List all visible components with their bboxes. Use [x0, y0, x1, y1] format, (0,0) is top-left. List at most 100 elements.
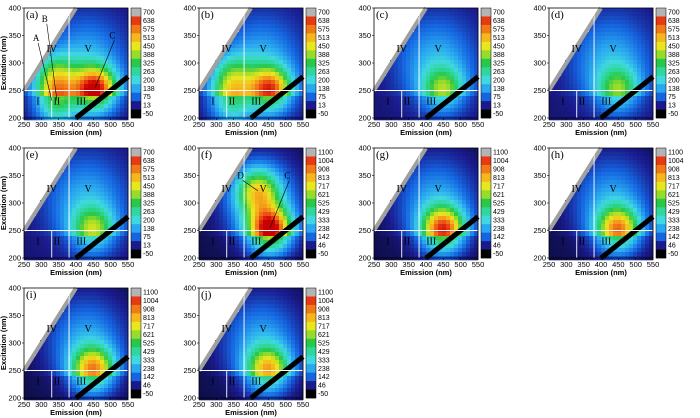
heatmap-cell: [442, 212, 446, 216]
heatmap-cell: [581, 80, 585, 84]
heatmap-cell: [621, 84, 625, 88]
heatmap-cell: [597, 180, 601, 184]
heatmap-cell: [112, 192, 116, 196]
heatmap-cell: [589, 76, 593, 80]
heatmap-cell: [92, 68, 96, 72]
x-tick-label: 300: [35, 260, 48, 269]
heatmap-cell: [446, 232, 450, 236]
heatmap-cell: [44, 100, 48, 104]
x-tick-label: 550: [297, 260, 310, 269]
heatmap-cell: [116, 164, 120, 168]
colorbar-label: -50: [493, 251, 503, 258]
heatmap-cell: [100, 84, 104, 88]
heatmap-cell: [466, 204, 470, 208]
heatmap-cell: [458, 64, 462, 68]
heatmap-cell: [215, 72, 219, 76]
heatmap-cell: [271, 12, 275, 16]
heatmap-cell: [44, 216, 48, 220]
heatmap-cell: [60, 204, 64, 208]
heatmap-cell: [92, 108, 96, 112]
heatmap-cell: [267, 156, 271, 160]
heatmap-cell: [410, 192, 414, 196]
heatmap-cell: [430, 16, 434, 20]
heatmap-cell: [112, 252, 116, 256]
heatmap-cell: [601, 36, 605, 40]
heatmap-cell: [430, 24, 434, 28]
heatmap-cell: [76, 56, 80, 60]
colorbar-label: -50: [318, 111, 328, 118]
heatmap-cell: [76, 28, 80, 32]
heatmap-cell: [402, 200, 406, 204]
heatmap-cell: [581, 76, 585, 80]
heatmap-cell: [104, 40, 108, 44]
heatmap-cell: [287, 212, 291, 216]
heatmap-cell: [259, 32, 263, 36]
heatmap-cell: [64, 176, 68, 180]
heatmap-cell: [271, 20, 275, 24]
heatmap-cell: [637, 16, 641, 20]
panel-label: (d): [551, 9, 564, 21]
heatmap-cell: [462, 12, 466, 16]
x-axis-title: Emission (nm): [50, 128, 102, 137]
heatmap-cell: [629, 84, 633, 88]
heatmap-cell: [104, 220, 108, 224]
heatmap-cell: [645, 8, 649, 12]
heatmap-cell: [88, 84, 92, 88]
heatmap-cell: [235, 40, 239, 44]
y-tick-label: 350: [358, 31, 371, 40]
heatmap-cell: [406, 248, 410, 252]
heatmap-cell: [621, 40, 625, 44]
heatmap-cell: [259, 20, 263, 24]
heatmap-cell: [553, 232, 557, 236]
heatmap-cell: [609, 216, 613, 220]
heatmap-cell: [585, 52, 589, 56]
colorbar-label: 263: [318, 69, 330, 76]
heatmap-cell: [446, 40, 450, 44]
heatmap-cell: [374, 236, 378, 240]
region-label: II: [229, 236, 236, 247]
heatmap-cell: [466, 48, 470, 52]
colorbar-swatch: [306, 199, 316, 208]
heatmap-cell: [390, 68, 394, 72]
heatmap-cell: [585, 248, 589, 252]
heatmap-cell: [263, 20, 267, 24]
heatmap-cell: [430, 200, 434, 204]
heatmap-cell: [621, 92, 625, 96]
heatmap-cell: [386, 216, 390, 220]
colorbar-label: 46: [493, 243, 501, 250]
heatmap-cell: [120, 212, 124, 216]
region-label: II: [54, 236, 61, 247]
heatmap-cell: [52, 220, 56, 224]
heatmap-cell: [279, 104, 283, 108]
heatmap-cell: [398, 220, 402, 224]
heatmap-cell: [104, 72, 108, 76]
heatmap-cell: [446, 20, 450, 24]
heatmap-cell: [378, 100, 382, 104]
heatmap-cell: [100, 224, 104, 228]
heatmap-cell: [617, 12, 621, 16]
heatmap-cell: [446, 216, 450, 220]
heatmap-cell: [104, 184, 108, 188]
heatmap-cell: [112, 152, 116, 156]
heatmap-cell: [394, 240, 398, 244]
heatmap-cell: [390, 216, 394, 220]
heatmap-cell: [410, 184, 414, 188]
heatmap-cell: [295, 244, 299, 248]
heatmap-cell: [573, 64, 577, 68]
colorbar-label: 429: [318, 209, 330, 216]
heatmap-cell: [279, 28, 283, 32]
heatmap-cell: [414, 208, 418, 212]
heatmap-cell: [398, 196, 402, 200]
heatmap-cell: [577, 212, 581, 216]
heatmap-cell: [259, 56, 263, 60]
colorbar-label: 238: [493, 226, 505, 233]
colorbar-label: 325: [318, 60, 330, 67]
heatmap-cell: [104, 28, 108, 32]
heatmap-cell: [466, 196, 470, 200]
heatmap-cell: [581, 108, 585, 112]
heatmap-cell: [271, 156, 275, 160]
heatmap-cell: [104, 152, 108, 156]
heatmap-cell: [430, 196, 434, 200]
heatmap-cell: [605, 28, 609, 32]
